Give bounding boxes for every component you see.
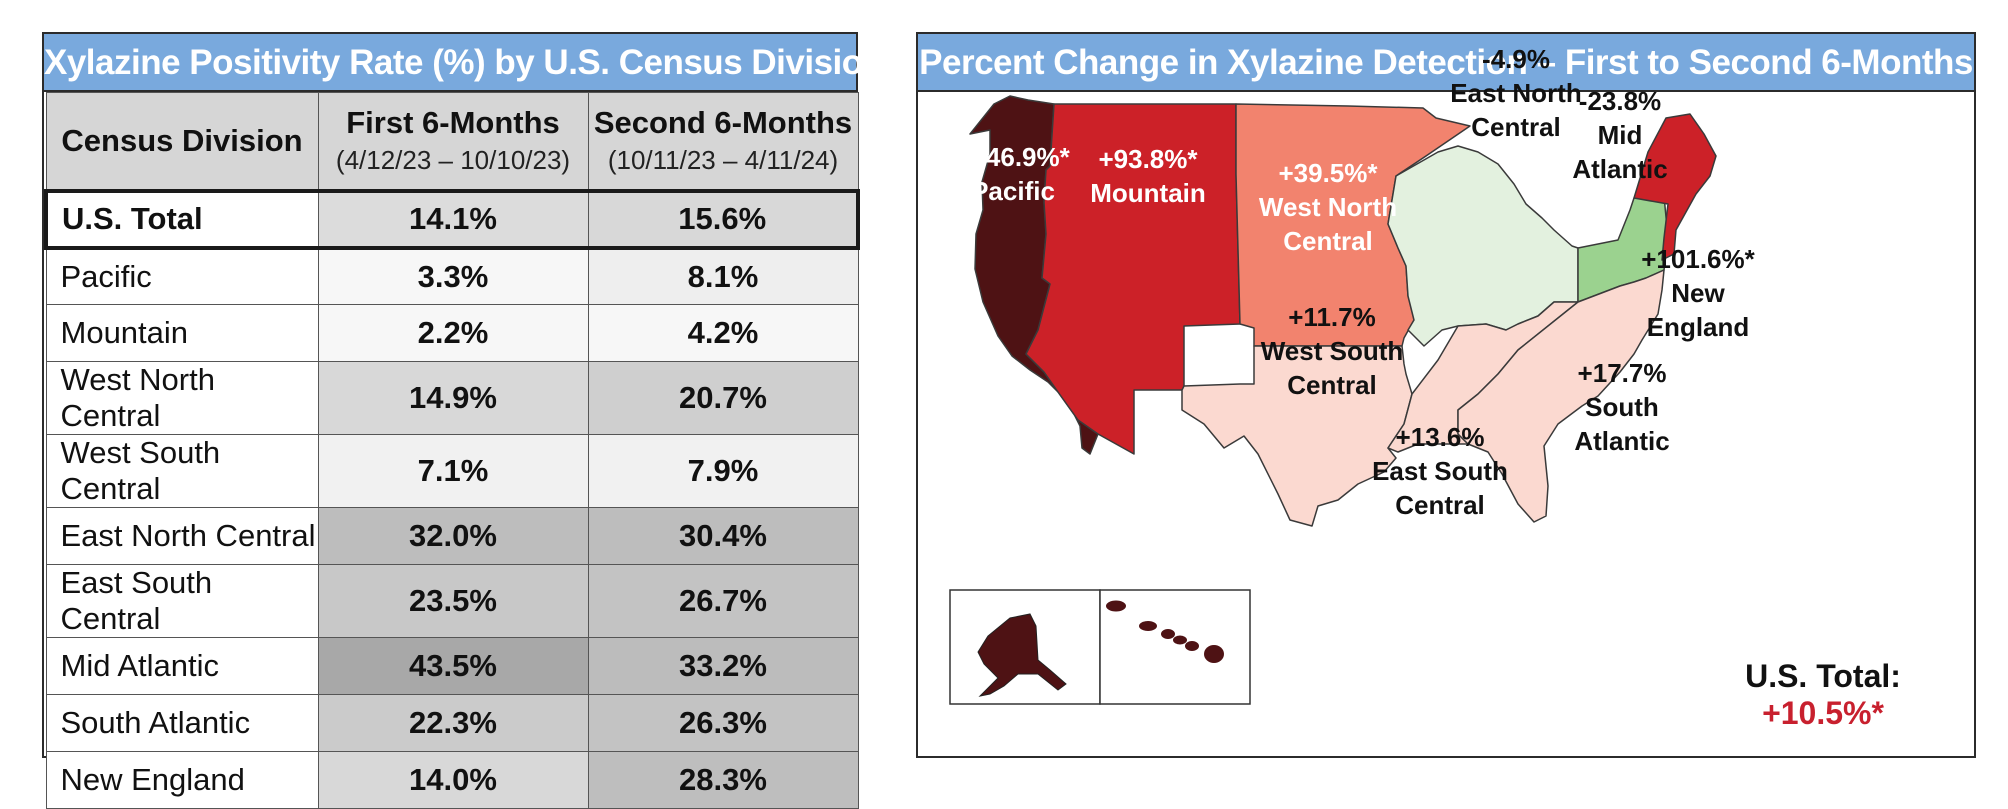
table-row: East South Central 23.5% 26.7% xyxy=(45,564,859,638)
positivity-table-panel: Xylazine Positivity Rate (%) by U.S. Cen… xyxy=(42,32,884,809)
region-mountain xyxy=(1025,103,1241,455)
second-period-cell: 7.9% xyxy=(587,434,859,508)
division-cell: West North Central xyxy=(45,361,319,435)
division-cell: New England xyxy=(45,751,319,809)
table-row: Pacific 3.3% 8.1% xyxy=(45,247,859,305)
first-period-cell: 14.0% xyxy=(317,751,589,809)
second-period-cell: 15.6% xyxy=(587,188,860,250)
second-period-cell: 4.2% xyxy=(587,304,859,362)
hawaii-island-1 xyxy=(1106,600,1126,612)
table-title: Xylazine Positivity Rate (%) by U.S. Cen… xyxy=(44,34,884,92)
table-row-us-total: U.S. Total 14.1% 15.6% xyxy=(44,188,860,250)
header-second: Second 6-Months (10/11/23 – 4/11/24) xyxy=(587,92,859,191)
hawaii-island-6 xyxy=(1204,645,1224,663)
second-period-cell: 8.1% xyxy=(587,247,859,305)
us-total-value: +10.5%* xyxy=(1762,695,1884,731)
second-period-cell: 28.3% xyxy=(587,751,859,809)
region-label-enc: -4.9% East North Central xyxy=(1450,44,1581,142)
division-cell: East South Central xyxy=(45,564,319,638)
division-cell: East North Central xyxy=(45,507,319,565)
table-row: West South Central 7.1% 7.9% xyxy=(45,434,859,508)
first-period-cell: 14.9% xyxy=(317,361,589,435)
second-period-cell: 30.4% xyxy=(587,507,859,565)
second-period-cell: 33.2% xyxy=(587,637,859,695)
region-ne xyxy=(1633,113,1717,261)
region-label-mountain: +93.8%* Mountain xyxy=(1090,144,1206,208)
header-division: Census Division xyxy=(45,92,319,191)
region-sa xyxy=(1457,269,1665,523)
table-row: Mountain 2.2% 4.2% xyxy=(45,304,859,362)
first-period-cell: 22.3% xyxy=(317,694,589,752)
header-first: First 6-Months (4/12/23 – 10/10/23) xyxy=(317,92,589,191)
table-row: New England 14.0% 28.3% xyxy=(45,751,859,809)
first-period-cell: 7.1% xyxy=(317,434,589,508)
second-period-cell: 20.7% xyxy=(587,361,859,435)
region-wsc xyxy=(1181,345,1413,527)
region-label-sa: +17.7% South Atlantic xyxy=(1574,358,1669,456)
map-panel: Percent Change in Xylazine Detection – F… xyxy=(916,32,1976,758)
positivity-table: Census Division First 6-Months (4/12/23 –… xyxy=(44,92,860,809)
division-cell: South Atlantic xyxy=(45,694,319,752)
region-label-wnc: +39.5%* West North Central xyxy=(1259,158,1397,256)
division-cell: U.S. Total xyxy=(44,188,319,250)
first-period-cell: 3.3% xyxy=(317,247,589,305)
alaska-shape xyxy=(977,613,1067,697)
division-cell: Mountain xyxy=(45,304,319,362)
hawaii-island-2 xyxy=(1139,621,1157,631)
table-row: West North Central 14.9% 20.7% xyxy=(45,361,859,435)
second-period-cell: 26.3% xyxy=(587,694,859,752)
first-period-cell: 14.1% xyxy=(317,188,589,250)
first-period-cell: 32.0% xyxy=(317,507,589,565)
table-row: East North Central 32.0% 30.4% xyxy=(45,507,859,565)
table-header-row: Census Division First 6-Months (4/12/23 –… xyxy=(45,92,859,191)
region-label-esc: +13.6% East South Central xyxy=(1372,422,1508,520)
region-label-mid: -23.8% Mid Atlantic xyxy=(1572,86,1667,184)
us-census-division-map: +146.9%* Pacific +93.8%* Mountain +39.5%* Wes… xyxy=(949,44,1901,731)
hawaii-inset-frame xyxy=(1099,589,1251,705)
region-label-pacific: +146.9%* Pacific xyxy=(956,142,1070,206)
map-title: Percent Change in Xylazine Detection – F… xyxy=(918,34,1974,92)
division-cell: Pacific xyxy=(45,247,319,305)
first-period-cell: 43.5% xyxy=(317,637,589,695)
second-period-cell: 26.7% xyxy=(587,564,859,638)
hawaii-island-3 xyxy=(1161,629,1175,639)
region-label-wsc: +11.7% West South Central xyxy=(1261,302,1404,400)
first-period-cell: 2.2% xyxy=(317,304,589,362)
table-row: South Atlantic 22.3% 26.3% xyxy=(45,694,859,752)
hawaii-island-5 xyxy=(1185,641,1199,651)
table-row: Mid Atlantic 43.5% 33.2% xyxy=(45,637,859,695)
division-cell: Mid Atlantic xyxy=(45,637,319,695)
us-total-label: U.S. Total: xyxy=(1745,658,1901,694)
header-first-range: (4/12/23 – 10/10/23) xyxy=(335,145,571,176)
header-second-range: (10/11/23 – 4/11/24) xyxy=(607,145,839,176)
region-label-ne: +101.6%* New England xyxy=(1641,244,1755,342)
hawaii-island-4 xyxy=(1173,635,1187,645)
first-period-cell: 23.5% xyxy=(317,564,589,638)
division-cell: West South Central xyxy=(45,434,319,508)
